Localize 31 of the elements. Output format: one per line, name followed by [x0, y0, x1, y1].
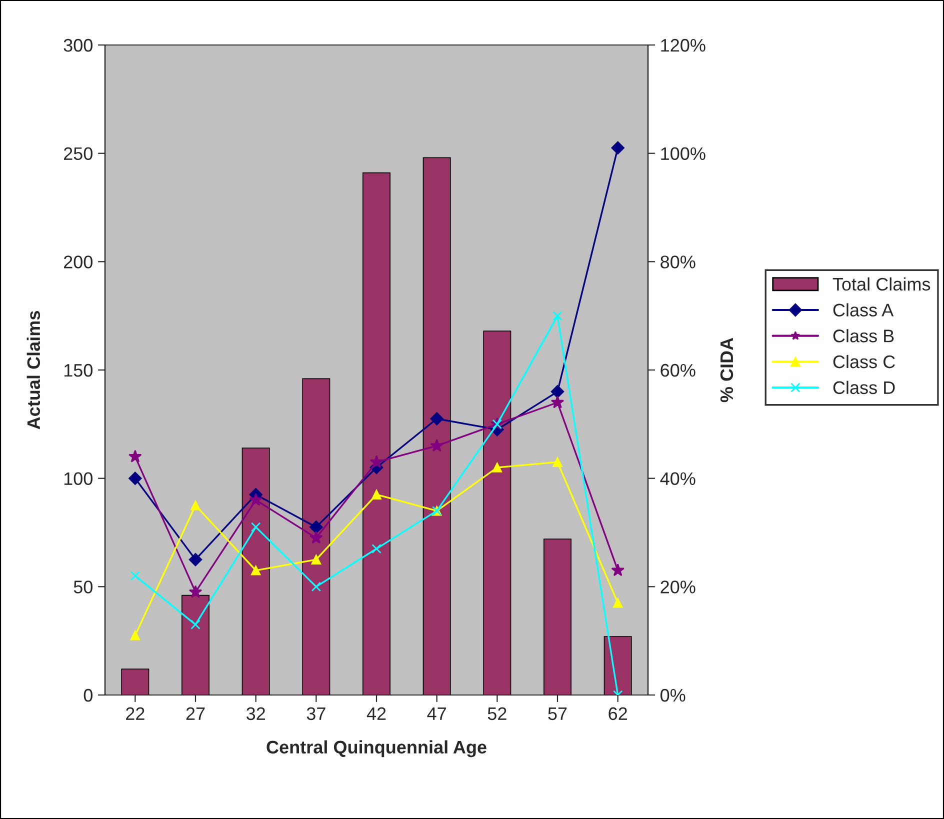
y-axis-title: Actual Claims — [26, 311, 40, 430]
y2-tick-label: 60% — [660, 364, 696, 377]
y2-tick-label: 0% — [660, 688, 686, 702]
x-tick-label: 42 — [366, 707, 386, 720]
x-tick-label: 57 — [548, 707, 567, 720]
y2-tick-label: 80% — [660, 256, 696, 268]
y-tick-label: 200 — [64, 256, 92, 268]
legend-label: Class C — [833, 354, 895, 368]
y-tick-label: 300 — [64, 38, 92, 52]
y2-tick-label: 120% — [661, 38, 706, 52]
x-tick-label: 47 — [427, 707, 446, 720]
x-tick-label: 22 — [126, 707, 144, 720]
x-tick-label: 37 — [306, 707, 326, 720]
x-tick-label: 32 — [246, 707, 265, 720]
legend-label: Class B — [833, 329, 894, 342]
y-tick-label: 150 — [64, 364, 92, 377]
y2-tick-label: 100% — [661, 147, 706, 160]
legend-label: Class D — [833, 380, 895, 394]
y-tick-label: 50 — [74, 580, 92, 594]
y2-axis-title: % CIDA — [720, 338, 734, 402]
y-tick-label: 0 — [84, 688, 92, 702]
legend-label: Class A — [833, 303, 894, 316]
y-tick-label: 250 — [64, 147, 92, 160]
x-tick-label: 62 — [608, 707, 627, 720]
y-tick-label: 100 — [64, 472, 92, 486]
y2-tick-label: 20% — [660, 580, 696, 594]
y2-tick-label: 40% — [660, 472, 696, 486]
x-tick-label: 52 — [488, 707, 506, 720]
legend-label: Total Claims — [832, 277, 930, 291]
x-axis-title: Central Quinquennial Age — [266, 740, 486, 758]
x-tick-label: 27 — [186, 707, 205, 720]
